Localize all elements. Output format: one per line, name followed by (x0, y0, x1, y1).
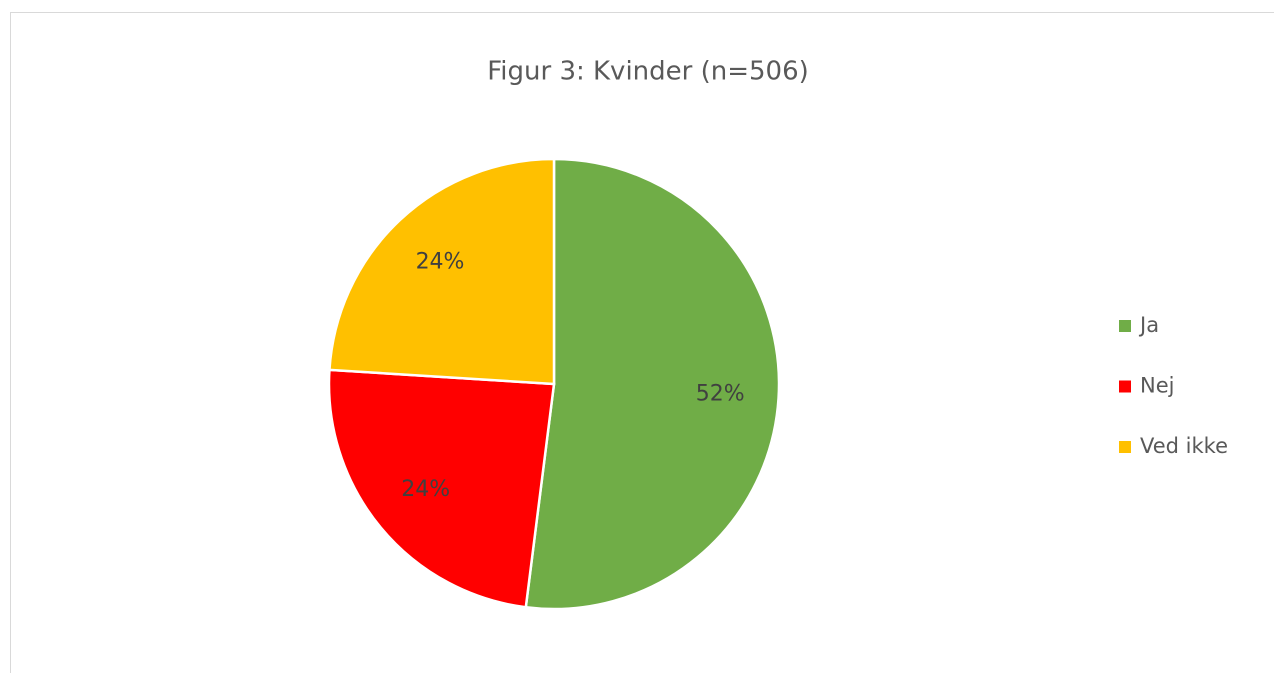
legend-label: Nej (1140, 374, 1174, 398)
chart-title: Figur 3: Kvinder (n=506) (487, 57, 809, 87)
legend-label: Ja (1138, 313, 1159, 337)
pie-slice (327, 368, 556, 609)
data-label: 24% (401, 477, 450, 502)
data-label: 24% (416, 250, 465, 275)
legend-label: Ved ikke (1140, 434, 1228, 458)
data-label: 52% (696, 381, 745, 406)
legend-swatch (1119, 320, 1131, 332)
legend-swatch (1119, 441, 1131, 453)
pie-slice (328, 157, 556, 386)
pie-slice (524, 157, 781, 611)
legend-swatch (1119, 380, 1131, 393)
